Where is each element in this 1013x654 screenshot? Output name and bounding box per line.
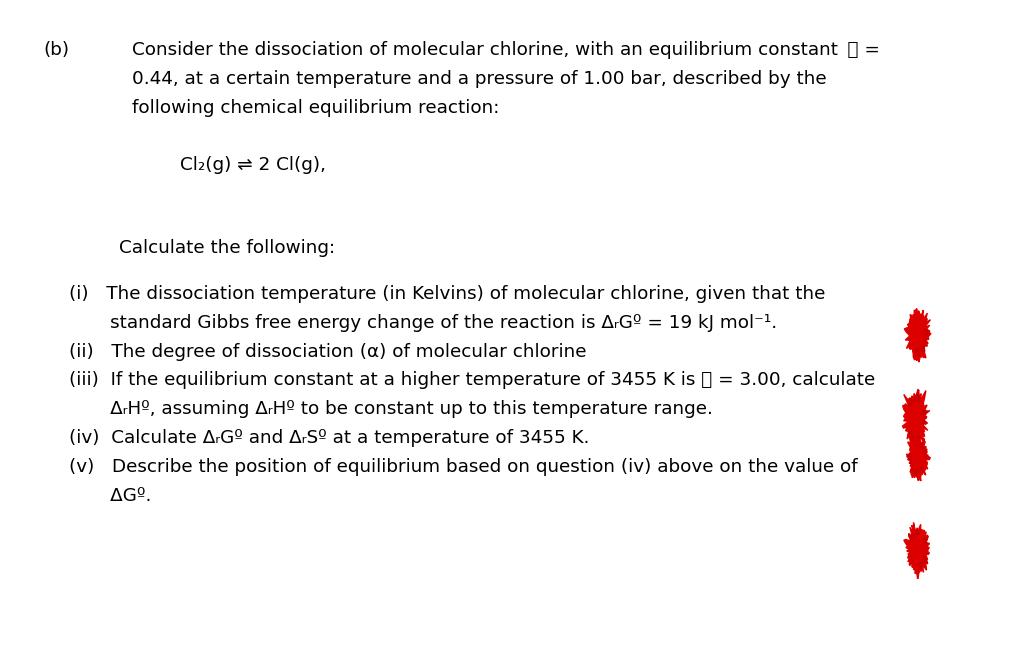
Polygon shape	[910, 431, 914, 439]
Text: (b): (b)	[44, 41, 70, 59]
Polygon shape	[916, 349, 921, 358]
Polygon shape	[925, 329, 927, 334]
Text: (i)   The dissociation temperature (in Kelvins) of molecular chlorine, given tha: (i) The dissociation temperature (in Kel…	[69, 285, 826, 303]
Polygon shape	[909, 398, 914, 407]
Polygon shape	[915, 436, 920, 443]
Polygon shape	[915, 389, 920, 402]
Polygon shape	[924, 338, 928, 343]
Polygon shape	[923, 555, 928, 564]
Polygon shape	[914, 470, 920, 477]
Polygon shape	[923, 410, 928, 418]
Polygon shape	[907, 438, 930, 481]
Polygon shape	[923, 419, 926, 424]
Polygon shape	[915, 393, 920, 402]
Text: (iv)  Calculate ΔᵣGº and ΔᵣSº at a temperature of 3455 K.: (iv) Calculate ΔᵣGº and ΔᵣSº at a temper…	[69, 429, 590, 447]
Polygon shape	[909, 460, 912, 464]
Polygon shape	[924, 451, 927, 457]
Polygon shape	[921, 467, 924, 473]
Polygon shape	[903, 390, 930, 448]
Polygon shape	[914, 436, 918, 448]
Text: 0.44, at a certain temperature and a pressure of 1.00 bar, described by the: 0.44, at a certain temperature and a pre…	[132, 70, 827, 88]
Polygon shape	[911, 556, 914, 562]
Polygon shape	[907, 454, 912, 460]
Text: following chemical equilibrium reaction:: following chemical equilibrium reaction:	[132, 99, 499, 118]
Text: (iii)  If the equilibrium constant at a higher temperature of 3455 K is Ｋ = 3.00: (iii) If the equilibrium constant at a h…	[69, 371, 875, 390]
Text: Calculate the following:: Calculate the following:	[119, 239, 334, 258]
Polygon shape	[921, 343, 925, 352]
Polygon shape	[915, 348, 917, 354]
Text: (v)   Describe the position of equilibrium based on question (iv) above on the v: (v) Describe the position of equilibrium…	[69, 458, 858, 476]
Polygon shape	[912, 533, 915, 539]
Polygon shape	[919, 443, 923, 448]
Polygon shape	[921, 345, 923, 351]
Text: (ii)   The degree of dissociation (α) of molecular chlorine: (ii) The degree of dissociation (α) of m…	[69, 343, 587, 361]
Polygon shape	[923, 538, 928, 545]
Text: ΔGº.: ΔGº.	[69, 487, 151, 505]
Polygon shape	[917, 562, 923, 570]
Text: ΔᵣHº, assuming ΔᵣHº to be constant up to this temperature range.: ΔᵣHº, assuming ΔᵣHº to be constant up to…	[69, 400, 713, 419]
Polygon shape	[904, 523, 930, 581]
Polygon shape	[905, 309, 931, 362]
Text: standard Gibbs free energy change of the reaction is ΔᵣGº = 19 kJ mol⁻¹.: standard Gibbs free energy change of the…	[69, 314, 777, 332]
Polygon shape	[909, 535, 914, 542]
Text: Cl₂(g) ⇌ 2 Cl(g),: Cl₂(g) ⇌ 2 Cl(g),	[180, 156, 326, 174]
Text: Consider the dissociation of molecular chlorine, with an equilibrium constant  Ｋ: Consider the dissociation of molecular c…	[132, 41, 879, 59]
Polygon shape	[912, 466, 915, 471]
Polygon shape	[920, 562, 923, 568]
Polygon shape	[925, 328, 930, 336]
Polygon shape	[908, 455, 912, 458]
Polygon shape	[925, 332, 928, 336]
Polygon shape	[916, 528, 919, 535]
